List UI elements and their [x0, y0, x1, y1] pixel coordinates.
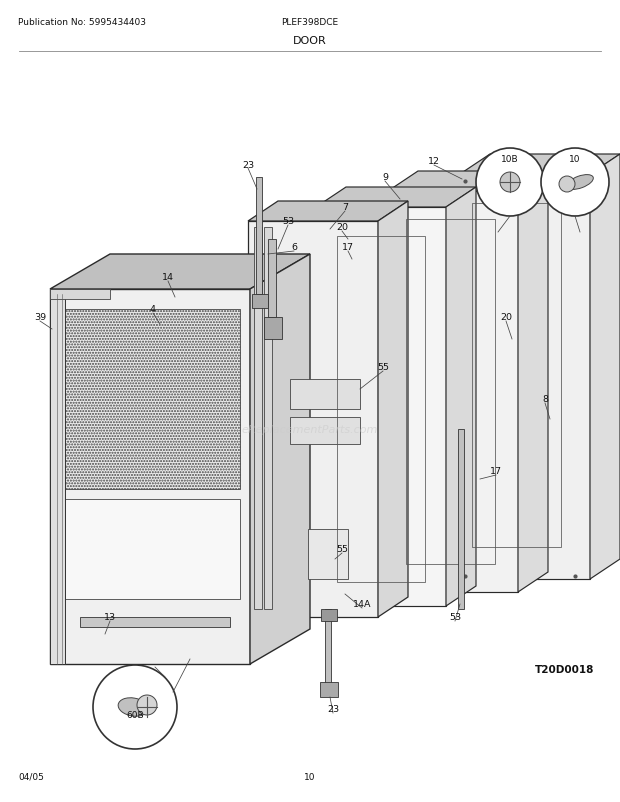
- Polygon shape: [80, 618, 230, 627]
- Text: 55: 55: [377, 363, 389, 372]
- Text: 53: 53: [449, 613, 461, 622]
- Polygon shape: [256, 178, 262, 294]
- Text: 13: 13: [104, 613, 116, 622]
- Polygon shape: [308, 529, 348, 579]
- Circle shape: [476, 149, 544, 217]
- Polygon shape: [316, 208, 446, 606]
- Polygon shape: [254, 228, 262, 610]
- Polygon shape: [268, 240, 276, 318]
- Polygon shape: [290, 418, 360, 444]
- Polygon shape: [248, 221, 378, 618]
- Text: 6: 6: [291, 243, 297, 252]
- Text: Publication No: 5995434403: Publication No: 5995434403: [18, 18, 146, 27]
- Text: 53: 53: [282, 217, 294, 226]
- Polygon shape: [460, 175, 590, 579]
- Polygon shape: [65, 310, 240, 489]
- Polygon shape: [50, 255, 310, 290]
- Polygon shape: [248, 202, 408, 221]
- Polygon shape: [518, 172, 548, 592]
- Text: 23: 23: [327, 705, 339, 714]
- Text: 17: 17: [342, 243, 354, 252]
- Polygon shape: [320, 683, 338, 697]
- Polygon shape: [50, 290, 110, 300]
- Text: 04/05: 04/05: [18, 772, 44, 781]
- Text: DOOR: DOOR: [293, 36, 327, 46]
- Circle shape: [500, 172, 520, 192]
- Ellipse shape: [118, 698, 148, 716]
- Text: 9: 9: [382, 173, 388, 182]
- Polygon shape: [446, 188, 476, 606]
- Polygon shape: [50, 294, 65, 664]
- Text: 10B: 10B: [501, 156, 519, 164]
- Text: 23: 23: [242, 160, 254, 169]
- Polygon shape: [388, 172, 548, 192]
- Polygon shape: [264, 318, 282, 339]
- Text: 10: 10: [569, 156, 581, 164]
- Circle shape: [93, 665, 177, 749]
- Text: 20: 20: [336, 223, 348, 233]
- Text: T20D0018: T20D0018: [535, 664, 595, 674]
- Polygon shape: [321, 610, 337, 622]
- Text: eReplacementParts.com: eReplacementParts.com: [242, 424, 378, 435]
- Polygon shape: [388, 192, 518, 592]
- Text: 7: 7: [342, 203, 348, 213]
- Polygon shape: [325, 610, 331, 684]
- Text: 60B: 60B: [126, 711, 144, 719]
- Text: PLEF398DCE: PLEF398DCE: [281, 18, 339, 27]
- Polygon shape: [316, 188, 476, 208]
- Polygon shape: [252, 294, 268, 309]
- Text: 8: 8: [542, 395, 548, 404]
- Circle shape: [137, 695, 157, 715]
- Polygon shape: [50, 290, 250, 664]
- Text: 39: 39: [34, 313, 46, 322]
- Polygon shape: [264, 228, 272, 610]
- Circle shape: [559, 176, 575, 192]
- Polygon shape: [65, 500, 240, 599]
- Text: 20: 20: [500, 313, 512, 322]
- Polygon shape: [378, 202, 408, 618]
- Polygon shape: [290, 379, 360, 410]
- Polygon shape: [590, 155, 620, 579]
- Text: 17: 17: [490, 467, 502, 476]
- Text: 14: 14: [162, 273, 174, 282]
- Polygon shape: [458, 429, 464, 610]
- Circle shape: [541, 149, 609, 217]
- Text: 4: 4: [150, 305, 156, 314]
- Text: 14A: 14A: [353, 600, 371, 609]
- Text: 55: 55: [336, 545, 348, 554]
- Ellipse shape: [567, 176, 593, 190]
- Polygon shape: [250, 255, 310, 664]
- Text: 10: 10: [304, 772, 316, 781]
- Polygon shape: [460, 155, 620, 175]
- Text: 12: 12: [428, 157, 440, 166]
